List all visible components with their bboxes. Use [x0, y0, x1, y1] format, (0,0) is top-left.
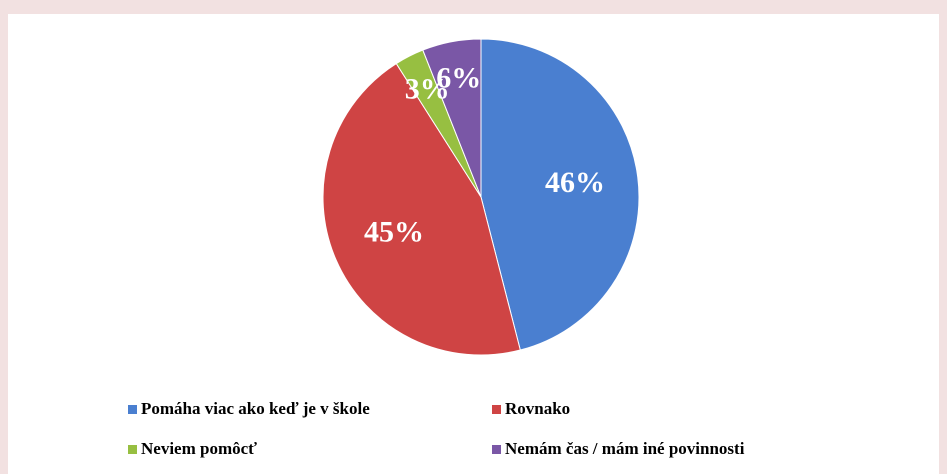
- legend-swatch: [128, 445, 137, 454]
- pie-slice: [480, 38, 640, 351]
- legend-entry: Neviem pomôcť: [141, 439, 257, 458]
- legend-swatch: [492, 445, 501, 454]
- data-label: 46%: [545, 166, 605, 199]
- legend-entry: Rovnako: [505, 399, 570, 418]
- data-label: 45%: [364, 216, 424, 249]
- data-label: 3%: [405, 72, 450, 105]
- legend-swatch: [128, 405, 137, 414]
- pie-slice: [322, 62, 521, 356]
- legend-swatch: [492, 405, 501, 414]
- pie-slice: [422, 38, 482, 198]
- legend-entry: Nemám čas / mám iné povinnosti: [505, 439, 745, 458]
- legend-entry: Pomáha viac ako keď je v škole: [141, 399, 370, 418]
- data-label: 6%: [436, 61, 481, 94]
